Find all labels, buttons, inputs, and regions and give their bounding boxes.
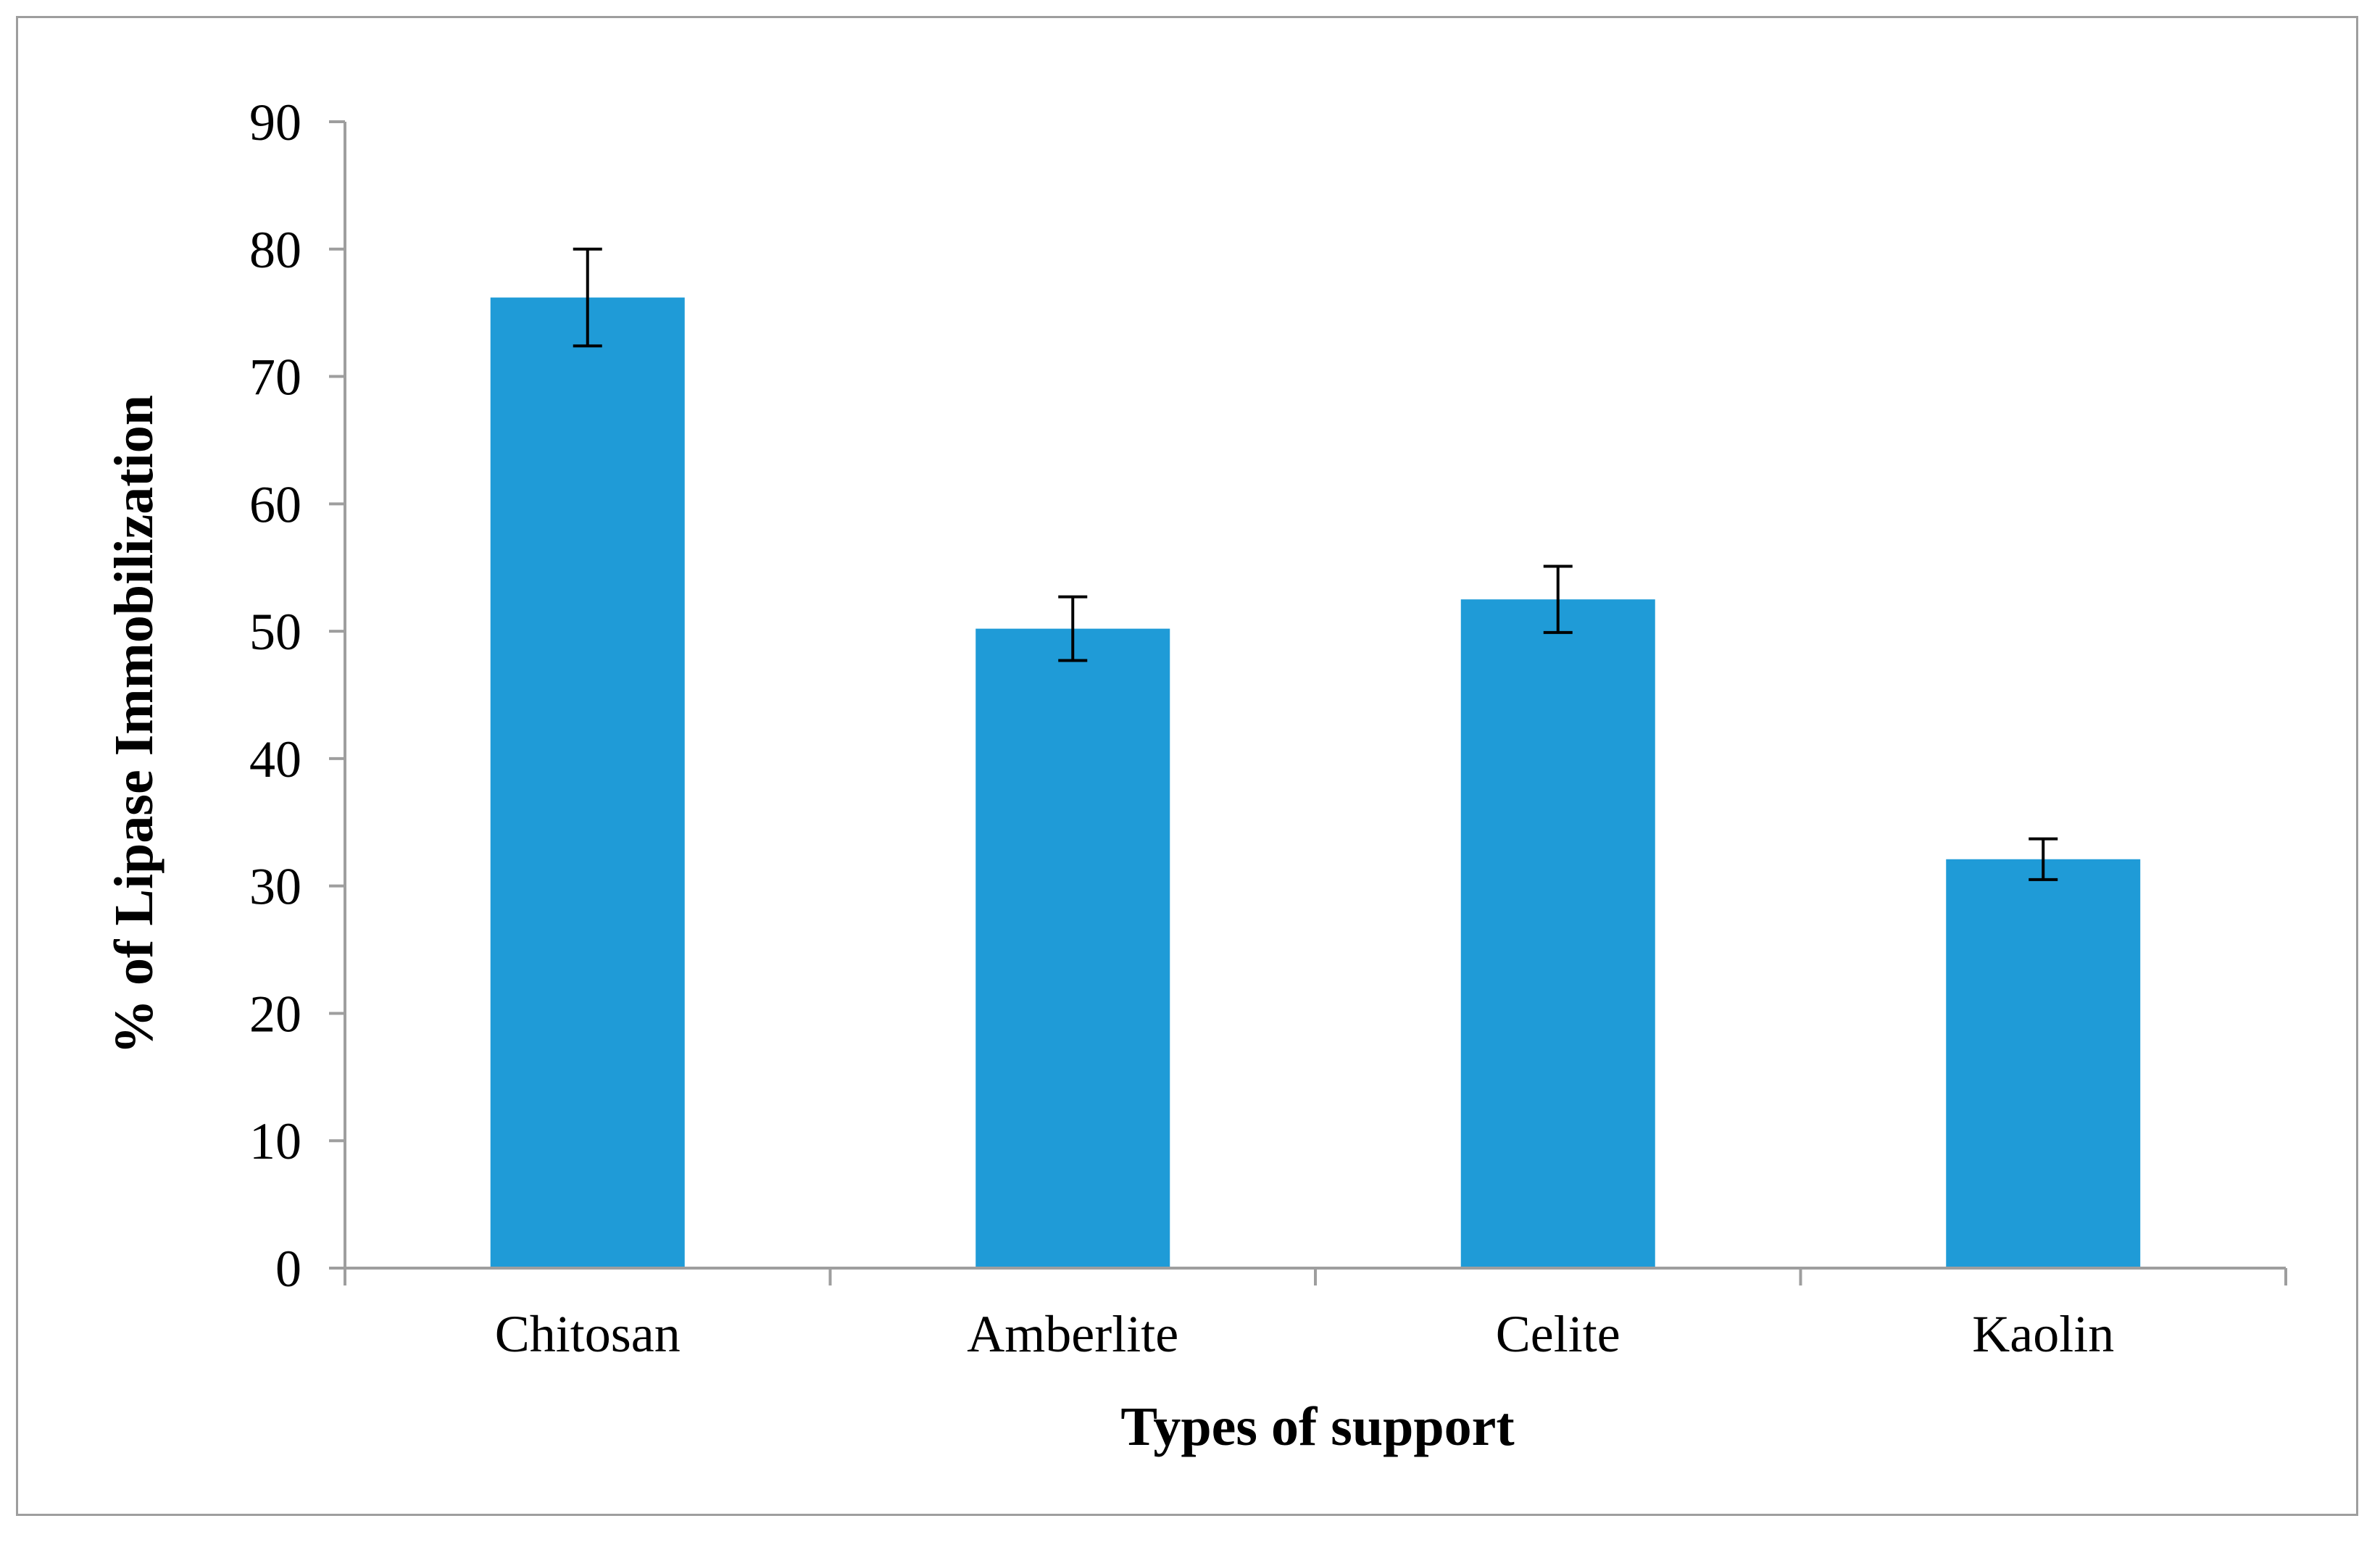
- x-tick-label: Chitosan: [495, 1305, 681, 1363]
- y-axis-title: % of Lipase Immobilization: [104, 395, 165, 1054]
- y-tick-label: 50: [249, 603, 301, 661]
- error-bar-celite: [1543, 564, 1573, 634]
- y-tick-label: 60: [249, 475, 301, 533]
- y-tick-label: 90: [249, 93, 301, 151]
- y-tick-label: 40: [249, 730, 301, 788]
- bars-layer: [490, 297, 2141, 1268]
- error-bar-kaolin: [2029, 837, 2058, 881]
- bar-kaolin: [1946, 859, 2141, 1268]
- y-tick-label: 80: [249, 221, 301, 279]
- bar-celite: [1460, 599, 1655, 1268]
- error-bars-layer: [573, 247, 2058, 881]
- y-tick-label: 0: [275, 1240, 301, 1298]
- x-tick-label: Kaolin: [1972, 1305, 2114, 1363]
- error-bar-amberlite: [1058, 595, 1088, 662]
- y-tick-label: 20: [249, 985, 301, 1043]
- y-tick-label: 10: [249, 1112, 301, 1170]
- bar-chitosan: [490, 297, 685, 1268]
- x-tick-label: Amberlite: [967, 1305, 1178, 1363]
- axes-layer: [329, 120, 2287, 1285]
- x-tick-label: Celite: [1496, 1305, 1620, 1363]
- error-bar-chitosan: [573, 247, 602, 348]
- labels-layer: Chitosan Amberlite Celite Kaolin 0 10 20 30 40 50…: [249, 93, 2114, 1363]
- y-tick-label: 30: [249, 858, 301, 916]
- x-axis-title: Types of support: [1120, 1396, 1514, 1457]
- y-tick-label: 70: [249, 349, 301, 407]
- bar-amberlite: [975, 628, 1170, 1268]
